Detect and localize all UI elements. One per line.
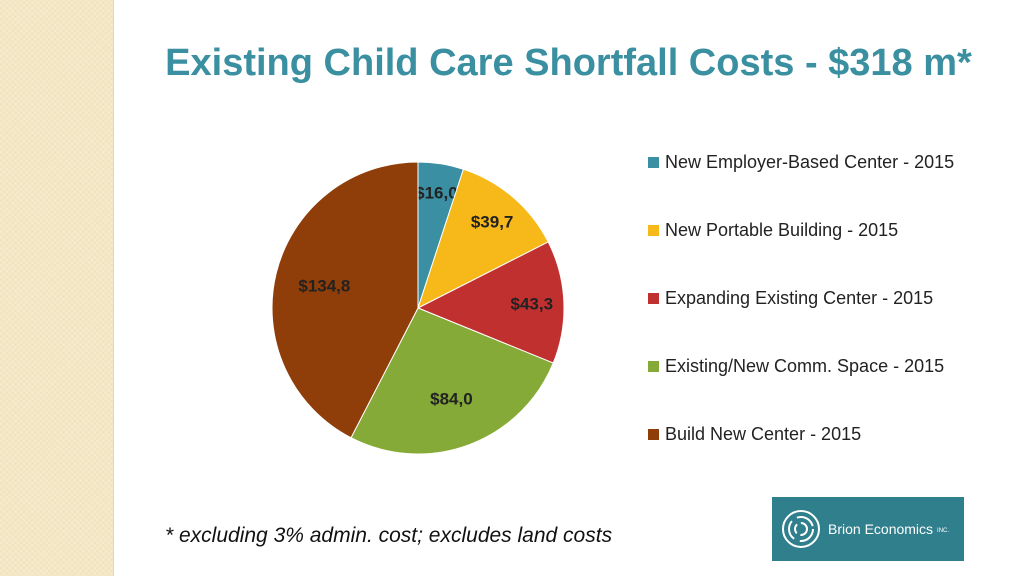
legend-item: Expanding Existing Center - 2015 — [648, 286, 954, 310]
legend-label: New Employer-Based Center - 2015 — [665, 151, 955, 172]
footnote: * excluding 3% admin. cost; excludes lan… — [165, 524, 613, 547]
chart-legend: New Employer-Based Center - 2015 New Port… — [648, 150, 954, 490]
pie-slice-label: $84,0 — [430, 389, 473, 408]
pie-slice-label: $43,3 — [511, 294, 554, 313]
legend-label: Expanding Existing Center - 2015 — [665, 287, 934, 308]
legend-item: Existing/New Comm. Space - 2015 — [648, 354, 954, 378]
brion-economics-logo: Brion Economics INC. — [772, 497, 964, 561]
legend-swatch — [648, 156, 659, 168]
pie-slice-label: $39,7 — [471, 213, 514, 232]
pie-slice — [350, 307, 554, 455]
legend-item: New Employer-Based Center - 2015 — [648, 150, 954, 174]
pie-slice — [417, 168, 549, 309]
legend-label: New Portable Building - 2015 — [665, 219, 899, 240]
legend-item: Build New Center - 2015 — [648, 422, 954, 446]
pie-slice-label: $134,8 — [298, 276, 350, 295]
logo-company-name: Brion Economics — [828, 521, 934, 537]
legend-swatch — [648, 224, 659, 236]
legend-label: Existing/New Comm. Space - 2015 — [665, 355, 945, 376]
legend-swatch — [648, 360, 659, 372]
decorative-side-panel — [0, 0, 114, 576]
pie-slice-label: $16,0 — [415, 184, 458, 203]
legend-swatch — [648, 428, 659, 440]
pie-slice — [271, 161, 419, 439]
legend-swatch — [648, 292, 659, 304]
legend-label: Build New Center - 2015 — [665, 423, 862, 444]
logo-company-suffix: INC. — [937, 528, 950, 534]
legend-item: New Portable Building - 2015 — [648, 218, 954, 242]
pie-slice — [416, 241, 565, 364]
spiral-logo-icon — [782, 510, 820, 548]
slide-title: Existing Child Care Shortfall Costs - $3… — [165, 42, 972, 84]
